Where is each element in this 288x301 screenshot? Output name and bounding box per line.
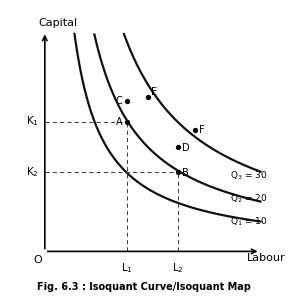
Text: K$_1$: K$_1$	[26, 115, 39, 129]
Text: B: B	[182, 168, 189, 178]
Text: D: D	[182, 143, 189, 153]
Text: L$_2$: L$_2$	[173, 261, 184, 275]
Text: C: C	[115, 96, 122, 106]
Text: Q$_1$ = 10: Q$_1$ = 10	[230, 216, 267, 228]
Text: Q$_3$ = 30: Q$_3$ = 30	[230, 170, 267, 182]
Text: Capital: Capital	[39, 18, 78, 28]
Text: K$_2$: K$_2$	[26, 165, 39, 179]
Text: A: A	[115, 116, 122, 127]
Text: L$_1$: L$_1$	[121, 261, 133, 275]
Text: E: E	[151, 87, 157, 97]
Text: O: O	[33, 255, 42, 265]
Text: Labour: Labour	[247, 253, 286, 263]
Text: Fig. 6.3 : Isoquant Curve/Isoquant Map: Fig. 6.3 : Isoquant Curve/Isoquant Map	[37, 282, 251, 292]
Text: Q$_2$ = 20: Q$_2$ = 20	[230, 193, 267, 205]
Text: F: F	[199, 125, 205, 135]
